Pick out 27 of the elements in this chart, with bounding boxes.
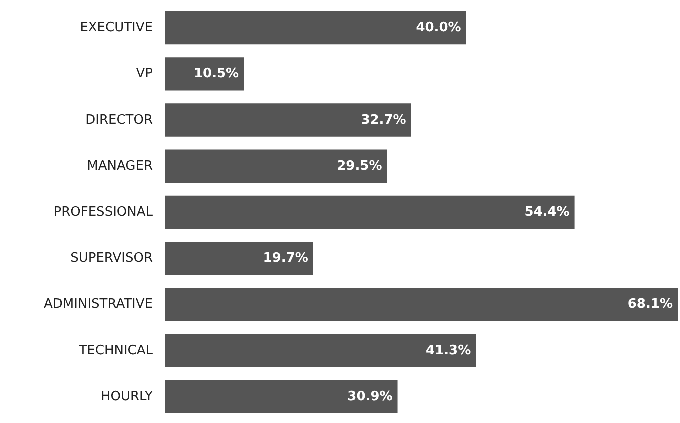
data-label: 30.9% [348, 389, 393, 404]
y-tick-label: PROFESSIONAL [54, 205, 154, 220]
data-label: 40.0% [416, 20, 462, 36]
y-tick-label: ADMINISTRATIVE [44, 297, 153, 312]
data-label: 29.5% [337, 158, 382, 174]
bar [165, 288, 678, 322]
bar [165, 334, 476, 368]
data-label: 54.4% [524, 205, 570, 220]
y-tick-label: SUPERVISOR [70, 251, 153, 266]
data-label: 41.3% [426, 343, 472, 358]
y-tick-label: HOURLY [100, 389, 154, 404]
data-label: 32.7% [361, 112, 406, 128]
data-label: 68.1% [628, 297, 673, 312]
data-label: 19.7% [263, 251, 308, 266]
bar [165, 150, 388, 183]
bar [165, 196, 575, 230]
y-tick-label: TECHNICAL [78, 343, 154, 358]
y-tick-label: MANAGER [87, 158, 153, 174]
y-tick-label: VP [136, 66, 154, 82]
y-tick-label: DIRECTOR [86, 112, 153, 128]
data-label: 10.5% [194, 66, 240, 82]
bar [165, 380, 398, 414]
bar [165, 58, 244, 91]
bar [165, 242, 314, 276]
y-tick-label: EXECUTIVE [80, 20, 153, 36]
bar [165, 104, 412, 137]
bar [165, 11, 466, 45]
